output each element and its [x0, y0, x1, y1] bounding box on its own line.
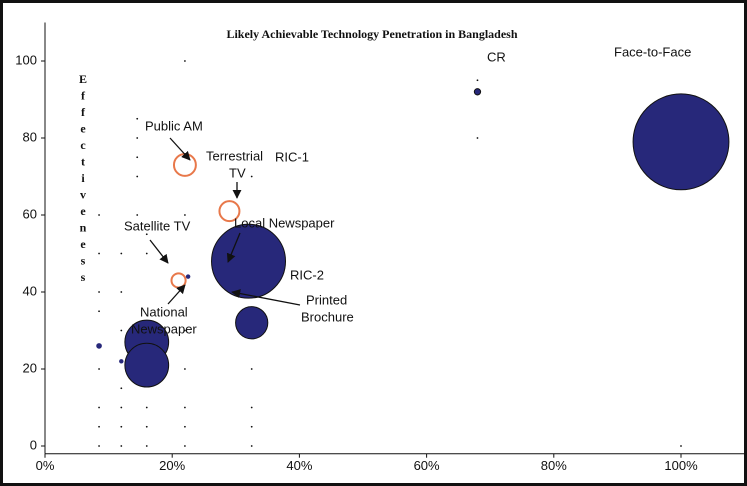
bubble	[184, 329, 186, 332]
bubble	[218, 200, 241, 223]
annotation: Newspaper	[131, 321, 197, 336]
bubble	[211, 223, 287, 299]
bubble	[170, 272, 187, 289]
annotation: Satellite TV	[124, 218, 191, 233]
bubble	[98, 252, 100, 255]
arrow	[226, 232, 241, 263]
annotation: Terrestrial	[206, 148, 263, 163]
annotation: RIC-1	[275, 149, 309, 164]
bubble	[120, 329, 123, 332]
bubble	[145, 233, 148, 236]
bubble	[136, 117, 139, 120]
bubble	[98, 425, 100, 428]
bubble	[250, 445, 253, 447]
bubble	[98, 406, 100, 409]
bubble	[235, 306, 269, 340]
bubble	[136, 156, 139, 159]
bubble	[120, 406, 123, 409]
bubble	[136, 137, 139, 139]
bubble	[172, 153, 197, 177]
arrow	[169, 137, 191, 161]
annotation: Brochure	[301, 309, 354, 324]
bubble	[124, 342, 170, 388]
bubble	[145, 406, 148, 409]
bubble	[98, 214, 100, 216]
bubble	[119, 359, 124, 364]
bubble	[680, 445, 682, 447]
y-tick-label: 80	[23, 129, 37, 144]
bubble	[185, 274, 191, 279]
bubble	[184, 214, 186, 216]
bubble	[98, 310, 100, 313]
bubble	[120, 252, 123, 255]
bubble	[136, 214, 139, 216]
bubble	[98, 368, 100, 370]
bubble	[136, 175, 139, 178]
bubble	[145, 425, 148, 428]
bubble	[120, 445, 123, 447]
arrow	[231, 289, 301, 306]
annotation: Printed	[306, 292, 347, 307]
bubble	[184, 60, 186, 62]
bubble	[184, 406, 186, 409]
annotation: CR	[487, 49, 506, 64]
bubble	[184, 425, 186, 428]
annotation: RIC-2	[290, 267, 324, 282]
bubble	[632, 93, 730, 191]
y-tick-label: 60	[23, 206, 37, 221]
bubble	[476, 137, 479, 139]
bubble	[184, 368, 186, 370]
bubble	[184, 445, 186, 447]
y-tick-label: 20	[23, 360, 37, 375]
x-tick-label: 40%	[286, 458, 312, 473]
bubble	[476, 79, 479, 82]
annotation: Face-to-Face	[614, 44, 691, 59]
annotation: National	[140, 304, 188, 319]
bubble	[250, 368, 253, 370]
chart-title: Likely Achievable Technology Penetration…	[226, 27, 517, 41]
arrow	[149, 239, 169, 264]
x-tick-label: 20%	[159, 458, 185, 473]
bubble	[473, 88, 482, 96]
bubble	[98, 445, 100, 447]
x-tick-label: 60%	[414, 458, 440, 473]
bubble	[250, 425, 253, 428]
x-tick-label: 0%	[36, 458, 55, 473]
bubble	[96, 343, 102, 349]
y-tick-label: 0	[30, 437, 37, 452]
arrow	[167, 284, 186, 305]
bubble	[250, 406, 253, 409]
bubble	[120, 387, 123, 390]
annotation: Local Newspaper	[234, 215, 335, 230]
x-tick-label: 80%	[541, 458, 567, 473]
bubble	[145, 252, 148, 255]
bubble	[98, 291, 100, 293]
bubble	[120, 425, 123, 428]
annotation: Public AM	[145, 118, 203, 133]
bubble	[145, 445, 148, 447]
y-tick-label: 40	[23, 283, 37, 298]
annotation: TV	[229, 165, 246, 180]
y-tick-label: 100	[15, 52, 37, 67]
bubble	[250, 175, 253, 178]
bubble	[120, 291, 123, 293]
x-tick-label: 100%	[664, 458, 698, 473]
